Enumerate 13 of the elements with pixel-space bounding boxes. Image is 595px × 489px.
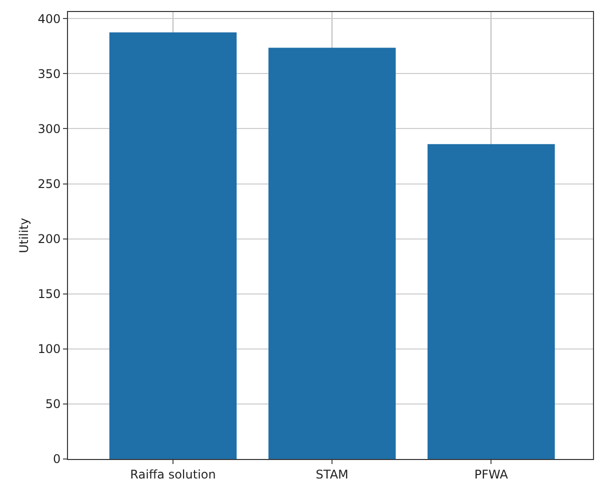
y-axis-title: Utility: [16, 218, 31, 254]
y-tick-label: 50: [45, 397, 61, 412]
y-tick-label: 150: [38, 287, 61, 302]
y-tick-label: 300: [38, 122, 61, 136]
y-tick-label: 100: [38, 342, 61, 356]
y-tick-label: 0: [52, 452, 61, 466]
y-tick-label: 400: [38, 12, 61, 26]
x-tick-label: Raiffa solution: [130, 467, 216, 482]
x-tick-label: STAM: [316, 467, 348, 482]
y-tick-label: 200: [38, 232, 61, 246]
x-tick-label: PFWA: [474, 467, 509, 482]
y-tick-label: 250: [38, 176, 61, 191]
y-tick-label: 350: [38, 66, 61, 81]
